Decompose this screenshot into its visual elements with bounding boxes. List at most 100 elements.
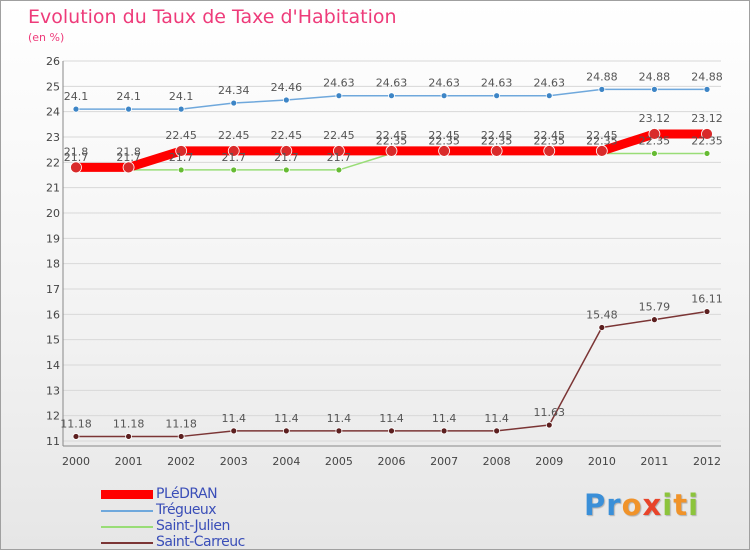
- data-point: [595, 145, 608, 157]
- data-label: 22.35: [481, 134, 513, 147]
- data-label: 21.7: [64, 151, 89, 164]
- proxiti-logo: Proxiti: [584, 488, 699, 522]
- data-point: [125, 433, 132, 440]
- data-label: 11.4: [484, 412, 509, 425]
- data-label: 24.1: [116, 90, 141, 103]
- data-label: 22.35: [691, 134, 723, 147]
- data-label: 24.1: [169, 90, 194, 103]
- data-point: [493, 427, 501, 435]
- data-point: [282, 96, 290, 104]
- y-tick-label: 13: [46, 384, 60, 397]
- data-point: [440, 92, 448, 100]
- data-point: [385, 145, 398, 157]
- data-point: [122, 161, 135, 174]
- data-label: 23.12: [691, 112, 723, 125]
- legend-swatch: [101, 542, 153, 544]
- y-tick-label: 18: [46, 258, 60, 271]
- data-point: [177, 433, 185, 440]
- legend-label: Saint-Julien: [156, 518, 230, 534]
- y-tick-label: 20: [46, 207, 60, 220]
- data-point: [230, 427, 238, 435]
- data-label: 24.1: [64, 90, 89, 103]
- data-label: 11.18: [165, 417, 197, 430]
- data-label: 11.4: [222, 412, 247, 425]
- data-label: 22.45: [271, 129, 303, 142]
- x-tick-label: 2011: [640, 455, 668, 468]
- y-tick-label: 11: [46, 435, 60, 448]
- logo-letter: i: [688, 488, 700, 522]
- data-point: [701, 128, 713, 140]
- data-point: [70, 161, 82, 174]
- data-label: 21.7: [327, 151, 352, 164]
- x-tick-label: 2009: [535, 455, 563, 468]
- data-label: 24.46: [271, 81, 303, 94]
- data-point: [703, 85, 711, 93]
- data-point: [333, 145, 345, 157]
- data-label: 21.8: [64, 145, 89, 158]
- data-point: [493, 92, 501, 100]
- data-label: 24.63: [428, 77, 460, 90]
- data-label: 24.63: [534, 77, 566, 90]
- legend-label: Saint-Carreuc: [156, 534, 245, 550]
- data-label: 11.4: [327, 412, 352, 425]
- data-point: [335, 427, 343, 435]
- data-point: [280, 145, 293, 157]
- logo-letter: o: [621, 488, 643, 522]
- y-tick-label: 22: [46, 156, 60, 169]
- x-tick-label: 2002: [167, 455, 195, 468]
- data-point: [440, 427, 448, 435]
- x-tick-label: 2012: [693, 455, 721, 468]
- data-point: [545, 421, 553, 429]
- data-label: 21.7: [274, 151, 299, 164]
- x-tick-label: 2004: [272, 455, 300, 468]
- data-label: 24.88: [639, 70, 671, 83]
- x-tick-label: 2006: [378, 455, 406, 468]
- data-point: [72, 433, 80, 440]
- y-tick-label: 25: [46, 80, 60, 93]
- x-tick-label: 2001: [115, 455, 143, 468]
- logo-letter: t: [673, 488, 689, 522]
- data-label: 24.88: [586, 70, 618, 83]
- data-label: 24.63: [323, 77, 355, 90]
- data-point: [177, 105, 185, 113]
- data-label: 11.4: [274, 412, 299, 425]
- data-label: 22.45: [165, 129, 197, 142]
- data-label: 22.45: [586, 129, 618, 142]
- x-tick-label: 2010: [588, 455, 616, 468]
- y-tick-label: 21: [46, 182, 60, 195]
- data-label: 22.45: [218, 129, 250, 142]
- data-label: 22.35: [586, 134, 618, 147]
- data-point: [598, 324, 606, 331]
- data-label: 22.45: [534, 129, 566, 142]
- y-tick-label: 19: [46, 232, 60, 245]
- data-point: [703, 308, 711, 315]
- data-label: 22.35: [428, 134, 460, 147]
- data-point: [230, 99, 238, 107]
- data-label: 16.11: [691, 293, 723, 306]
- data-point: [227, 145, 240, 157]
- data-label: 22.35: [534, 134, 566, 147]
- data-point: [335, 166, 343, 174]
- data-label: 23.12: [639, 112, 671, 125]
- data-label: 24.63: [481, 77, 513, 90]
- data-point: [282, 427, 290, 435]
- data-point: [438, 145, 450, 157]
- data-label: 11.63: [534, 406, 566, 419]
- y-tick-label: 14: [46, 359, 60, 372]
- y-tick-label: 26: [46, 55, 60, 68]
- legend-label: PLéDRAN: [156, 486, 218, 502]
- data-point: [175, 145, 188, 157]
- data-point: [388, 92, 395, 100]
- logo-letter: x: [642, 488, 663, 522]
- data-label: 24.88: [691, 70, 723, 83]
- y-tick-label: 17: [46, 283, 60, 296]
- data-point: [651, 85, 658, 93]
- data-label: 22.45: [428, 129, 460, 142]
- data-point: [543, 145, 556, 157]
- data-point: [651, 150, 658, 157]
- x-tick-label: 2007: [430, 455, 458, 468]
- data-label: 15.79: [639, 301, 671, 314]
- data-label: 15.48: [586, 309, 618, 322]
